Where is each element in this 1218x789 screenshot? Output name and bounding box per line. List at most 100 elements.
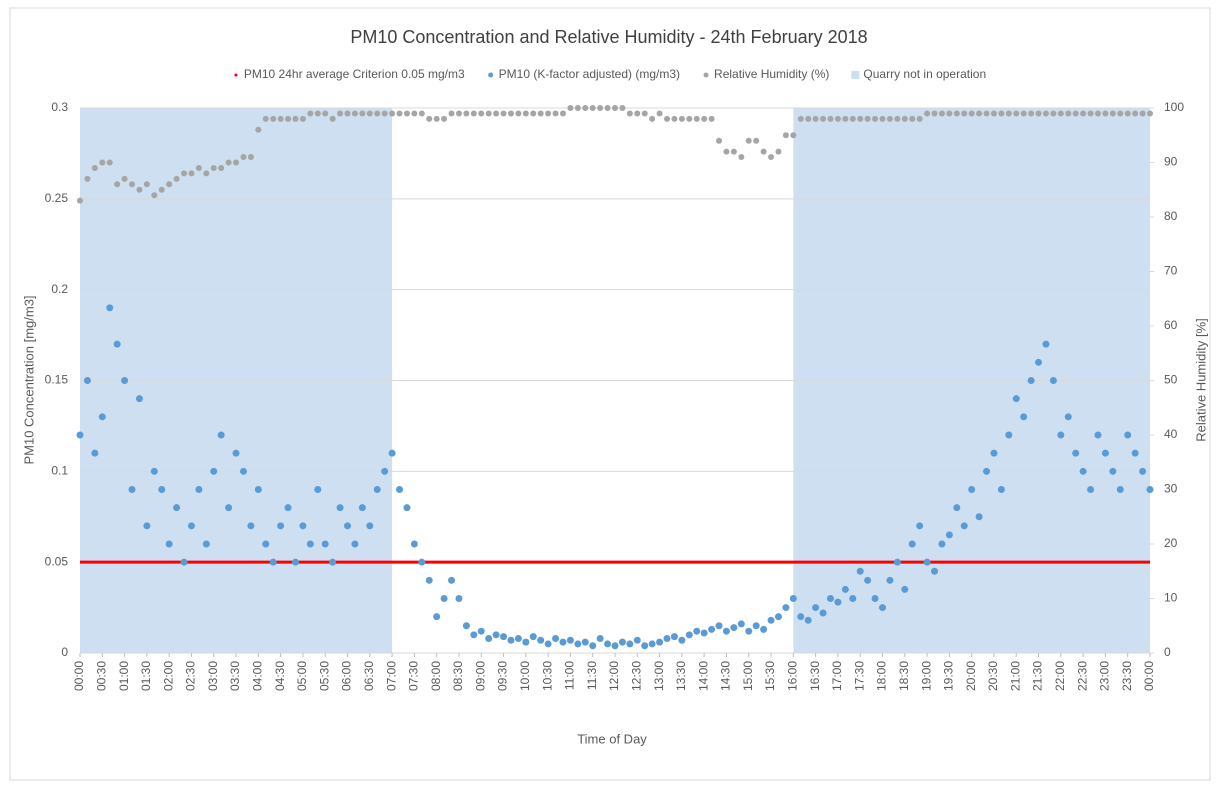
humidity-point <box>470 110 477 117</box>
humidity-point <box>686 115 693 122</box>
pm10-point <box>931 567 939 575</box>
humidity-point <box>433 115 440 122</box>
humidity-point <box>946 110 953 117</box>
humidity-point <box>389 110 396 117</box>
humidity-point <box>1147 110 1153 117</box>
pm10-point <box>693 627 701 635</box>
pm10-point <box>953 504 961 512</box>
humidity-point <box>664 115 671 122</box>
pm10-point <box>670 633 678 641</box>
pm10-point <box>566 636 574 644</box>
humidity-point <box>909 115 916 122</box>
pm10-point <box>358 504 366 512</box>
y2-tick-label: 20 <box>1164 536 1178 550</box>
humidity-point <box>530 110 537 117</box>
x-tick-label: 19:30 <box>942 661 956 691</box>
x-tick-label: 00:30 <box>94 661 108 691</box>
pm10-point <box>321 540 329 548</box>
pm10-point <box>1087 486 1095 493</box>
pm10-point <box>128 486 136 493</box>
humidity-point <box>337 110 344 117</box>
humidity-point <box>738 154 745 161</box>
humidity-point <box>493 110 500 117</box>
pm10-point <box>604 640 612 648</box>
pm10-point <box>269 558 277 566</box>
humidity-point <box>597 105 604 111</box>
humidity-point <box>136 186 143 193</box>
pm10-point <box>440 595 448 602</box>
legend-swatch <box>234 73 238 77</box>
pm10-point <box>1139 467 1147 475</box>
pm10-point <box>589 642 597 650</box>
humidity-point <box>1124 110 1131 117</box>
pm10-point <box>552 634 560 642</box>
humidity-point <box>478 110 485 117</box>
pm10-point <box>1146 486 1154 493</box>
y-tick-label: 0 <box>61 645 68 659</box>
humidity-point <box>1065 110 1072 117</box>
pm10-point <box>485 634 493 642</box>
humidity-point <box>872 115 879 122</box>
y2-axis-title: Relative Humidity [%] <box>1193 318 1208 442</box>
humidity-point <box>775 148 782 155</box>
pm10-point <box>1020 413 1028 421</box>
humidity-point <box>589 105 596 111</box>
humidity-point <box>782 132 789 139</box>
pm10-point <box>581 638 589 646</box>
humidity-point <box>255 126 262 133</box>
humidity-point <box>1013 110 1020 117</box>
pm10-point <box>752 622 760 630</box>
humidity-point <box>559 110 566 117</box>
pm10-point <box>1131 449 1139 457</box>
pm10-point <box>760 625 768 633</box>
x-tick-label: 01:00 <box>117 661 131 691</box>
pm10-point <box>470 631 478 639</box>
pm10-point <box>893 558 901 566</box>
humidity-point <box>485 110 492 117</box>
x-tick-label: 11:00 <box>563 661 577 690</box>
humidity-point <box>879 115 886 122</box>
humidity-point <box>455 110 462 117</box>
y-tick-label: 0.2 <box>51 282 68 296</box>
pm10-point <box>173 504 181 512</box>
x-tick-label: 17:00 <box>830 661 844 691</box>
pm10-point <box>737 620 745 628</box>
humidity-point <box>998 110 1005 117</box>
humidity-point <box>91 164 98 171</box>
pm10-point <box>314 486 322 493</box>
x-tick-label: 15:30 <box>763 661 777 691</box>
pm10-point <box>1042 340 1050 348</box>
pm10-point <box>945 531 953 539</box>
humidity-point <box>173 175 180 182</box>
humidity-point <box>820 115 827 122</box>
humidity-point <box>701 115 708 122</box>
humidity-point <box>901 115 908 122</box>
pm10-point <box>685 631 693 639</box>
pm10-point <box>262 540 270 548</box>
pm10-point <box>284 504 292 512</box>
legend-swatch <box>703 72 709 78</box>
humidity-point <box>114 181 121 188</box>
humidity-point <box>924 110 931 117</box>
humidity-point <box>886 115 893 122</box>
humidity-point <box>1005 110 1012 117</box>
x-tick-label: 02:30 <box>184 661 198 691</box>
x-tick-label: 10:00 <box>518 661 532 691</box>
humidity-point <box>106 159 113 166</box>
pm10-point <box>306 540 314 548</box>
pm10-point <box>923 558 931 566</box>
humidity-point <box>448 110 455 117</box>
humidity-point <box>968 110 975 117</box>
pm10-point <box>410 540 418 548</box>
pm10-point <box>254 486 262 493</box>
pm10-point <box>826 595 834 602</box>
humidity-point <box>463 110 470 117</box>
pm10-point <box>678 636 686 644</box>
humidity-point <box>151 192 158 199</box>
humidity-point <box>1035 110 1042 117</box>
pm10-point <box>960 522 968 530</box>
pm10-point <box>886 576 894 584</box>
pm10-point <box>871 595 879 602</box>
pm10-point <box>113 340 121 348</box>
humidity-point <box>195 164 202 171</box>
